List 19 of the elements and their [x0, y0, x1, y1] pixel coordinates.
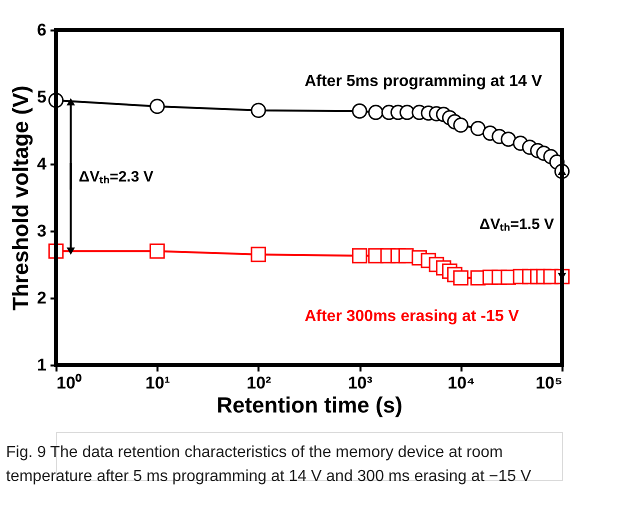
y-tick-label: 6 [37, 20, 46, 40]
series-label: After 300ms erasing at -15 V [304, 308, 520, 325]
y-tick-label: 3 [37, 222, 46, 240]
y-tick-label: 5 [37, 88, 46, 106]
caption: Fig. 9 The data retention characteristics of the memory device at room temperature after 5 ms programming at 14 V and 300 ms erasing at −15 V [6, 444, 532, 485]
x-tick-label: 10² [246, 374, 272, 392]
y-tick-label: 1 [37, 356, 46, 374]
x-tick-label: 10³ [348, 374, 373, 392]
x-tick-label: 10⁵ [536, 374, 562, 392]
y-axis-title: Threshold voltage (V) [8, 86, 34, 310]
y-tick-label: 4 [37, 154, 48, 174]
series-label: After 5ms programming at 14 V [304, 73, 542, 90]
x-tick-label: 10⁰ [56, 374, 82, 392]
y-tick-label: 2 [37, 288, 46, 308]
x-axis-title: Retention time (s) [216, 392, 402, 418]
x-tick-label: 10⁴ [448, 374, 475, 392]
x-tick-label: 10¹ [145, 374, 170, 392]
annotation: ΔVₜₕ=2.3 V [78, 168, 154, 186]
annotation: ΔVₜₕ=1.5 V [479, 216, 554, 233]
